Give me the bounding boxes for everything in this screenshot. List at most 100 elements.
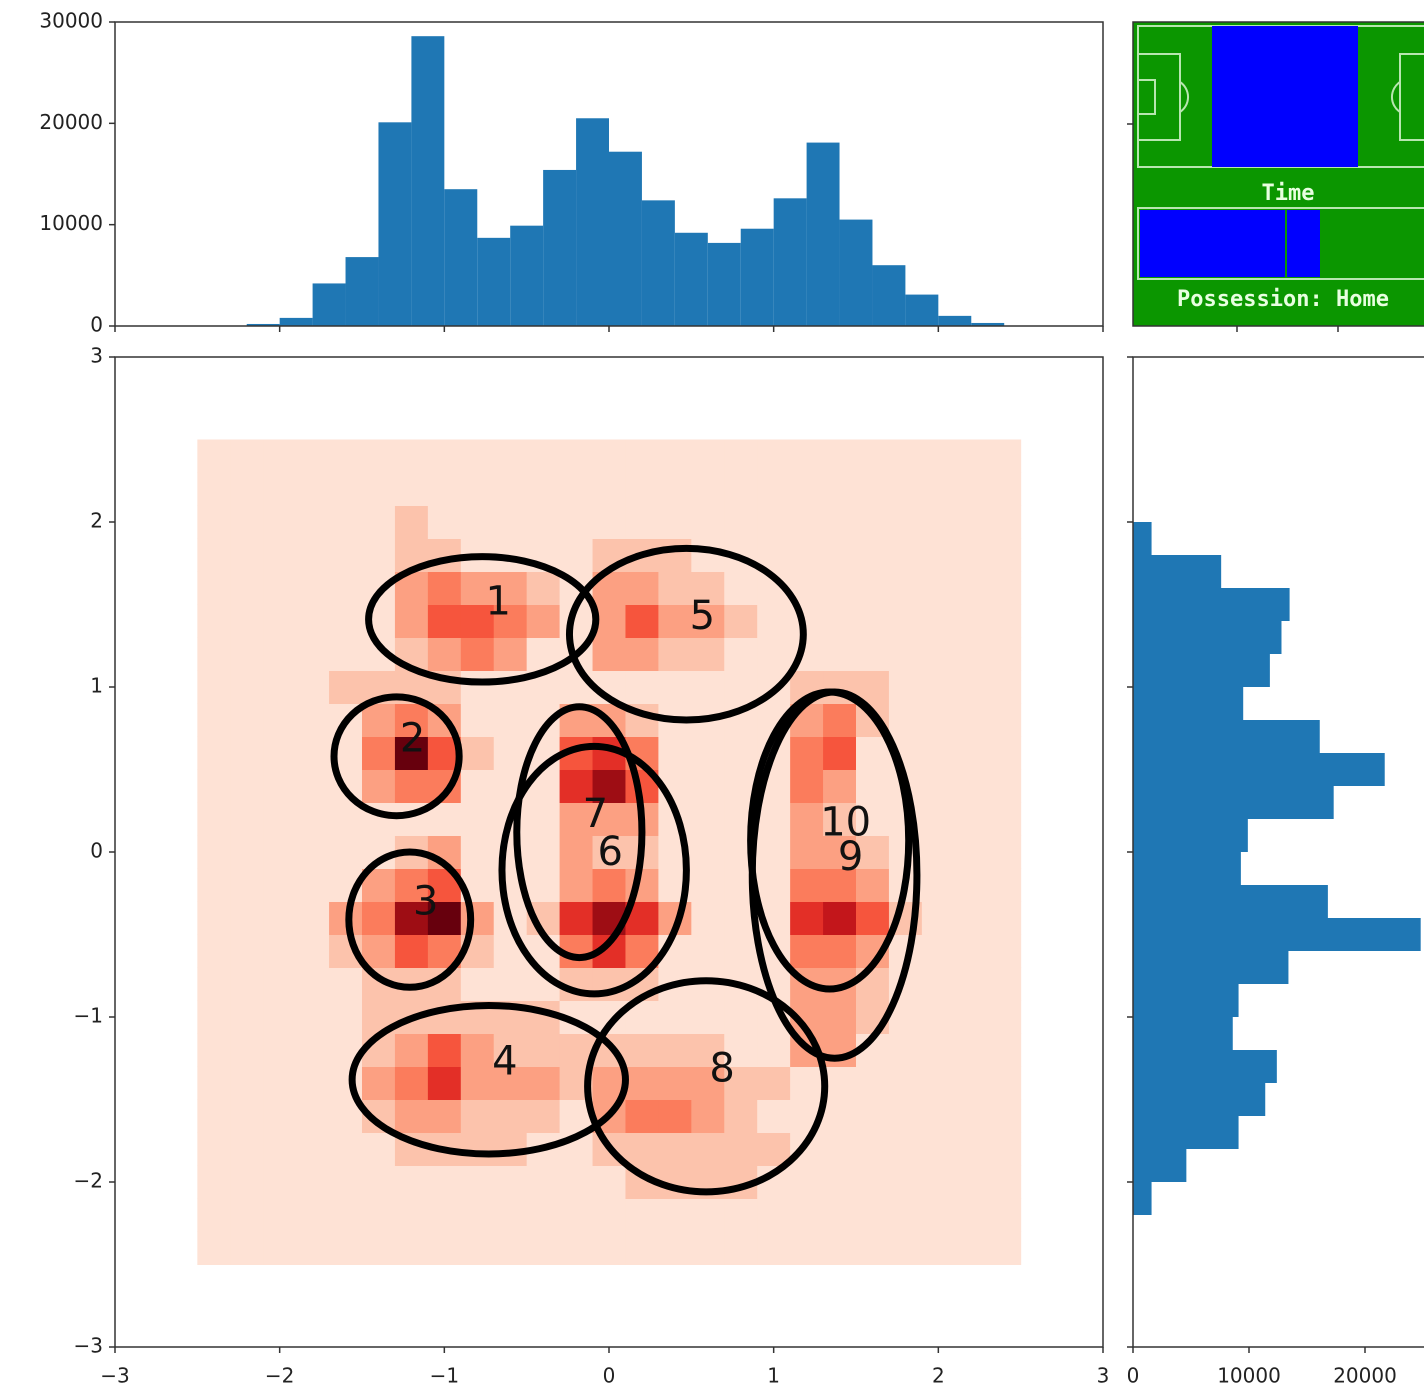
- heat-cell: [823, 703, 857, 737]
- heat-cell: [757, 604, 791, 638]
- heat-cell: [526, 1231, 561, 1265]
- heat-cell: [921, 571, 956, 605]
- heat-cell: [230, 1198, 264, 1232]
- heat-cell: [954, 736, 989, 770]
- heat-cell: [427, 1033, 462, 1067]
- heat-cell: [724, 1198, 758, 1232]
- heat-cell: [757, 1231, 791, 1265]
- bar: [1133, 918, 1421, 951]
- heat-cell: [559, 802, 594, 836]
- bar: [674, 232, 708, 326]
- heat-cell: [757, 472, 791, 506]
- heat-cell: [460, 1231, 495, 1265]
- bar: [1133, 522, 1152, 555]
- heat-cell: [691, 439, 725, 473]
- heat-cell: [394, 868, 429, 902]
- heat-cell: [526, 868, 561, 902]
- heat-cell: [987, 934, 1022, 968]
- x-tick-label: 0: [1127, 1364, 1140, 1388]
- heat-cell: [790, 736, 824, 770]
- heat-cell: [823, 1066, 857, 1100]
- heat-cell: [856, 439, 890, 473]
- heat-cell: [954, 1000, 989, 1034]
- heat-cell: [296, 472, 330, 506]
- heat-cell: [460, 802, 495, 836]
- cluster-ellipse: [747, 688, 913, 993]
- heat-cell: [493, 505, 528, 539]
- heat-cell: [263, 769, 297, 803]
- heat-cell: [757, 835, 791, 869]
- heat-cell: [526, 802, 561, 836]
- time-label: Time: [1262, 181, 1315, 206]
- bar: [279, 317, 313, 326]
- heat-cell: [460, 967, 495, 1001]
- heat-cell: [394, 1099, 429, 1133]
- heat-cell: [625, 1066, 659, 1100]
- heat-cell: [921, 1198, 956, 1232]
- heat-cell: [493, 637, 528, 671]
- heat-cell: [658, 439, 692, 473]
- time-bar-frame: [1137, 207, 1424, 280]
- heat-cell: [460, 1132, 495, 1166]
- y-tick-label: 10000: [39, 211, 103, 235]
- heat-cell: [559, 505, 594, 539]
- heat-cell: [856, 505, 890, 539]
- heat-cell: [197, 1165, 231, 1199]
- penalty-arc: [1391, 81, 1401, 113]
- heat-cell: [987, 736, 1022, 770]
- heat-cell: [888, 538, 923, 572]
- heat-cell: [460, 835, 495, 869]
- cluster-ellipse: [348, 1001, 629, 1158]
- heat-cell: [658, 736, 692, 770]
- heat-cell: [954, 439, 989, 473]
- x-tick-label: −3: [100, 1364, 129, 1388]
- cluster-ellipse: [498, 742, 690, 998]
- heat-cell: [987, 439, 1022, 473]
- heat-cell: [691, 604, 725, 638]
- heat-cell: [230, 571, 264, 605]
- heat-cell: [296, 571, 330, 605]
- y-tick-label: −2: [74, 1169, 103, 1193]
- heat-cell: [230, 472, 264, 506]
- heat-cell: [329, 571, 363, 605]
- heat-cell: [823, 901, 857, 935]
- heat-cell: [987, 802, 1022, 836]
- heat-cell: [592, 868, 626, 902]
- heat-cell: [921, 835, 956, 869]
- heat-cell: [921, 604, 956, 638]
- heat-cell: [296, 1066, 330, 1100]
- bar: [1133, 654, 1270, 687]
- heat-cell: [658, 1231, 692, 1265]
- heat-cell: [724, 505, 758, 539]
- heat-cell: [296, 1165, 330, 1199]
- heat-cell: [954, 1198, 989, 1232]
- y-tick-label: −3: [74, 1334, 103, 1358]
- heat-cell: [427, 637, 462, 671]
- heat-cell: [691, 868, 725, 902]
- heat-cell: [592, 439, 626, 473]
- heat-cell: [230, 703, 264, 737]
- heat-cell: [921, 901, 956, 935]
- heat-cell: [592, 1165, 626, 1199]
- cluster-label: 10: [820, 799, 871, 845]
- heat-cell: [394, 703, 429, 737]
- heat-cell: [296, 1033, 330, 1067]
- heat-cell: [592, 769, 626, 803]
- heat-cell: [987, 1000, 1022, 1034]
- heat-cell: [263, 835, 297, 869]
- heat-cell: [263, 901, 297, 935]
- cluster-ellipse: [330, 693, 463, 820]
- bar: [444, 189, 478, 326]
- heat-cell: [856, 1132, 890, 1166]
- heat-cell: [954, 1066, 989, 1100]
- heat-cell: [394, 1033, 429, 1067]
- bar: [1133, 852, 1241, 885]
- heat-cell: [296, 439, 330, 473]
- heat-cell: [362, 505, 396, 539]
- heat-cell: [526, 1198, 561, 1232]
- heat-cell: [790, 505, 824, 539]
- heat-cell: [493, 1033, 528, 1067]
- heat-cell: [823, 538, 857, 572]
- heat-cell: [394, 1066, 429, 1100]
- heat-cell: [263, 1132, 297, 1166]
